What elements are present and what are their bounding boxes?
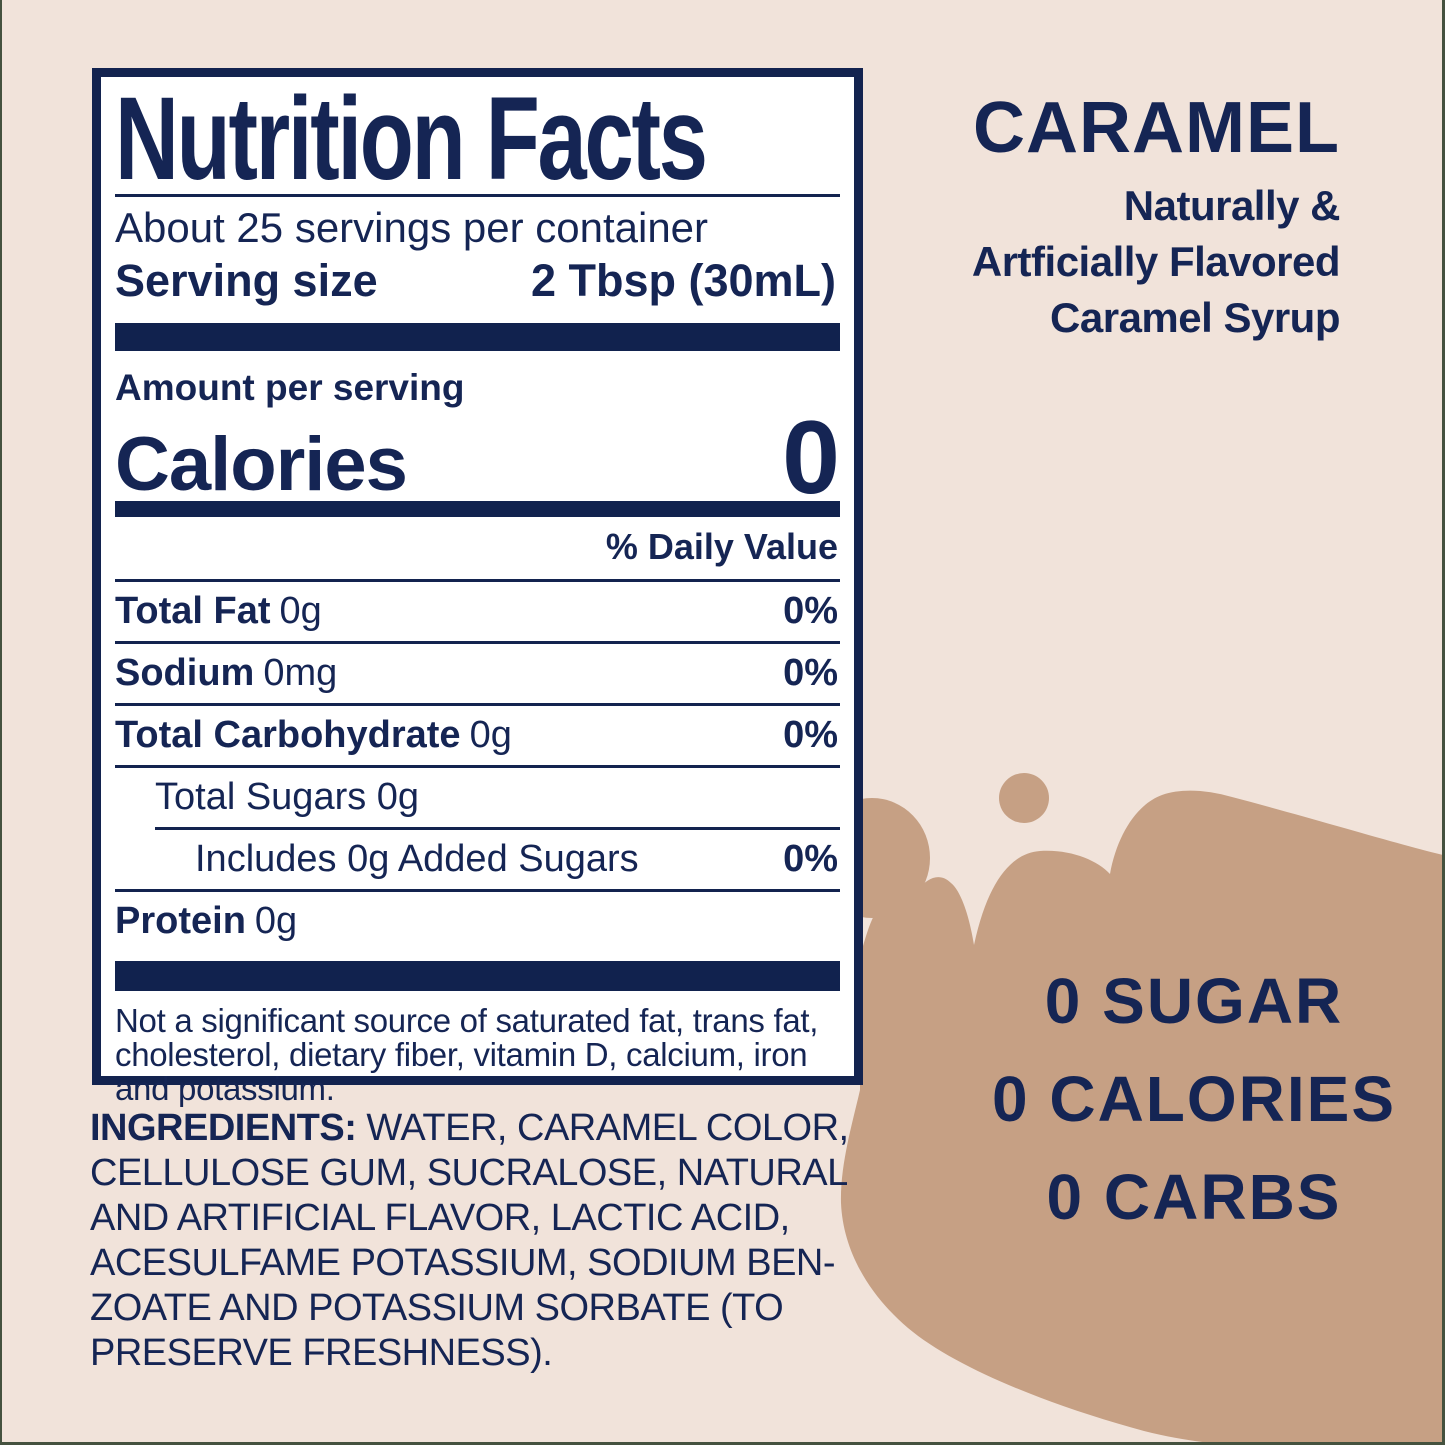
amount-per-serving-label: Amount per serving [115,367,465,408]
indented-divider [155,827,840,830]
nutrient-row-total-fat: Total Fat 0g 0% [115,582,840,641]
nutrient-row-total-carbohydrate: Total Carbohydrate 0g 0% [115,703,840,765]
nutrient-label: Sodium [115,652,255,694]
flavor-subtitle-line: Naturally & [1123,182,1341,229]
flavor-subtitle: Naturally & Artficially Flavored Caramel… [971,178,1341,346]
daily-value-header: % Daily Value [115,517,840,582]
nutrition-facts-panel: Nutrition Facts About 25 servings per co… [92,68,863,1106]
ingredients-line: ZOATE AND POTASSIUM SORBATE (TO [90,1287,784,1329]
nutrient-qty: 0g [254,900,298,942]
thick-divider-bar [115,961,840,991]
ingredients-line: PRESERVE FRESHNESS). [90,1332,553,1374]
divider [115,194,840,197]
ingredients-line: CELLULOSE GUM, SUCRALOSE, NATURAL [90,1152,848,1194]
ingredients-line: AND ARTIFICIAL FLAVOR, LACTIC ACID, [90,1197,790,1239]
nutrient-label: Protein [115,900,246,942]
serving-size-label: Serving size [115,255,378,306]
ingredients-section: INGREDIENTS: WATER, CARAMEL COLOR, CELLU… [90,1106,870,1376]
nutrient-dv: 0% [783,590,838,632]
ingredients-label: INGREDIENTS: [90,1107,357,1149]
nutrient-row-total-sugars: Total Sugars 0g [115,765,840,827]
nutrient-row-sodium: Sodium 0mg 0% [115,641,840,703]
flavor-subtitle-line: Artficially Flavored [971,238,1341,285]
nutrient-qty: 0g [279,590,322,632]
calories-label: Calories [115,421,408,507]
splash-droplet [999,773,1049,823]
zero-claims: 0 SUGAR 0 CALORIES 0 CARBS [874,952,1442,1246]
splash-main-wave [840,790,1442,1442]
nutrient-label: Includes 0g Added Sugars [195,838,639,880]
flavor-name: CARAMEL [973,88,1340,168]
claim-zero-carbs: 0 CARBS [1046,1161,1342,1233]
servings-per-container: About 25 servings per container [115,204,709,251]
nutrient-label: Total Sugars 0g [155,776,420,818]
nutrient-row-protein: Protein 0g [115,889,840,951]
nutrition-facts-title: Nutrition Facts [115,73,708,205]
calories-row: Calories 0 [115,399,840,516]
thick-divider-bar [115,323,840,351]
thick-divider-bar [115,501,840,517]
serving-size-row: Serving size 2 Tbsp (30mL) [115,255,840,307]
ingredients-line: ACESULFAME POTASSIUM, SODIUM BEN- [90,1242,836,1284]
calories-value: 0 [782,399,840,516]
nutrient-qty: 0mg [263,652,338,694]
flavor-header: CARAMEL Naturally & Artficially Flavored… [971,88,1341,346]
nutrient-label: Total Fat [115,590,271,632]
nutrition-footnote: Not a significant source of saturated fa… [115,1002,819,1107]
nutrient-dv: 0% [783,652,838,694]
nutrient-row-added-sugars: Includes 0g Added Sugars 0% [115,830,840,889]
nutrient-dv: 0% [783,838,838,880]
ingredients-line: INGREDIENTS: WATER, CARAMEL COLOR, [90,1106,870,1151]
claim-zero-calories: 0 CALORIES [991,1063,1397,1135]
nutrient-qty: 0g [469,714,512,756]
nutrient-label: Total Carbohydrate [115,714,461,756]
flavor-subtitle-line: Caramel Syrup [1050,294,1340,341]
nutrient-dv: 0% [783,714,838,756]
ingredients-text: WATER, CARAMEL COLOR, [356,1107,849,1149]
claim-zero-sugar: 0 SUGAR [1044,965,1344,1037]
serving-size-value: 2 Tbsp (30mL) [530,255,836,306]
